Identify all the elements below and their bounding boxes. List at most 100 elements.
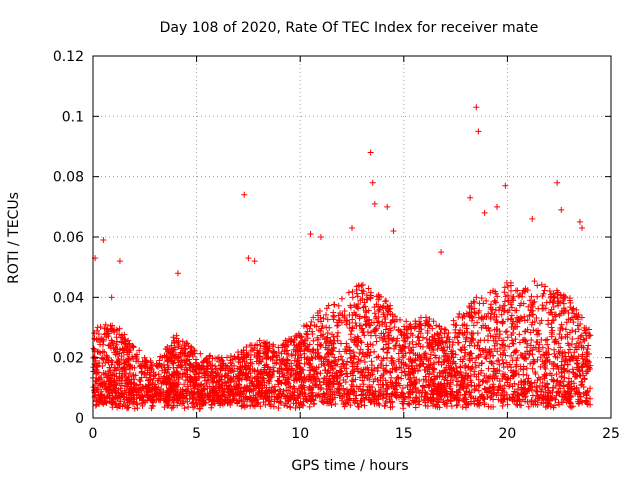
data-point: [560, 309, 567, 316]
data-point: [317, 234, 324, 240]
data-point: [499, 403, 506, 410]
data-point: [488, 392, 495, 399]
data-point: [391, 345, 398, 352]
data-point: [509, 340, 516, 347]
data-point: [170, 404, 177, 411]
data-point: [325, 302, 332, 309]
data-point: [578, 224, 585, 231]
data-point: [383, 323, 390, 330]
data-point: [279, 342, 286, 349]
data-point: [548, 320, 555, 327]
data-point: [486, 348, 493, 355]
x-tick-label: 20: [498, 426, 516, 442]
data-point: [487, 332, 494, 339]
data-point: [106, 341, 113, 348]
data-point: [512, 307, 519, 314]
data-point: [537, 376, 544, 383]
data-point: [570, 305, 577, 312]
data-point: [175, 354, 182, 361]
data-point: [124, 399, 131, 406]
data-point: [162, 366, 169, 373]
data-point: [207, 362, 214, 369]
data-point: [585, 342, 592, 349]
data-point: [366, 352, 373, 359]
data-point: [518, 378, 525, 385]
data-point: [412, 318, 419, 325]
data-point: [188, 345, 195, 352]
data-point: [361, 372, 368, 379]
data-point: [168, 342, 175, 349]
data-point: [492, 307, 499, 314]
data-point: [111, 349, 118, 356]
data-point: [530, 327, 537, 334]
data-point: [434, 345, 441, 352]
data-point: [181, 381, 188, 388]
data-point: [371, 310, 378, 317]
data-point: [490, 360, 497, 367]
data-point: [558, 321, 565, 328]
data-point: [549, 299, 556, 306]
data-point: [275, 404, 282, 411]
data-point: [471, 371, 478, 378]
data-point: [470, 337, 477, 344]
data-point: [346, 311, 353, 318]
data-point: [452, 351, 459, 358]
data-point: [515, 293, 522, 300]
data-point: [425, 322, 432, 329]
data-point: [441, 330, 448, 337]
data-point: [528, 337, 535, 344]
data-point: [285, 341, 292, 348]
data-point: [499, 319, 506, 326]
data-point: [185, 404, 192, 411]
data-point: [577, 393, 584, 400]
data-point: [303, 331, 310, 338]
data-point: [330, 333, 337, 340]
data-point: [481, 337, 488, 344]
data-point: [400, 405, 407, 412]
data-point: [344, 373, 351, 380]
data-point: [383, 362, 390, 369]
data-point: [545, 317, 552, 324]
data-point: [349, 224, 355, 231]
data-point: [287, 383, 294, 390]
data-point: [269, 354, 276, 361]
data-point: [496, 304, 503, 311]
data-point: [349, 316, 356, 323]
data-point: [463, 334, 470, 341]
data-point: [310, 314, 317, 321]
data-point: [326, 324, 333, 331]
data-point: [371, 200, 378, 207]
data-point: [404, 382, 411, 389]
data-point: [495, 357, 502, 364]
data-point: [361, 332, 368, 339]
data-point: [572, 328, 579, 335]
data-point: [402, 350, 409, 357]
data-point: [544, 350, 551, 357]
data-point: [494, 293, 501, 300]
data-point: [104, 354, 111, 361]
data-point: [539, 305, 546, 312]
data-point: [163, 346, 170, 353]
data-point: [364, 343, 371, 350]
data-point: [280, 374, 287, 381]
data-point: [501, 382, 508, 389]
data-point: [481, 209, 488, 216]
data-point: [534, 356, 541, 363]
data-point: [168, 405, 175, 412]
data-point: [254, 373, 261, 380]
data-point: [354, 343, 361, 350]
data-point: [562, 293, 569, 300]
data-point: [479, 347, 486, 354]
data-point: [365, 371, 372, 378]
data-point: [488, 359, 495, 366]
data-point: [184, 340, 191, 347]
data-point: [161, 404, 168, 411]
data-point: [384, 307, 391, 314]
data-point: [362, 321, 369, 328]
data-point: [129, 342, 136, 349]
data-point: [525, 403, 532, 410]
data-point: [566, 403, 573, 410]
data-point: [371, 366, 378, 373]
data-point: [529, 365, 536, 372]
data-point: [310, 337, 317, 344]
